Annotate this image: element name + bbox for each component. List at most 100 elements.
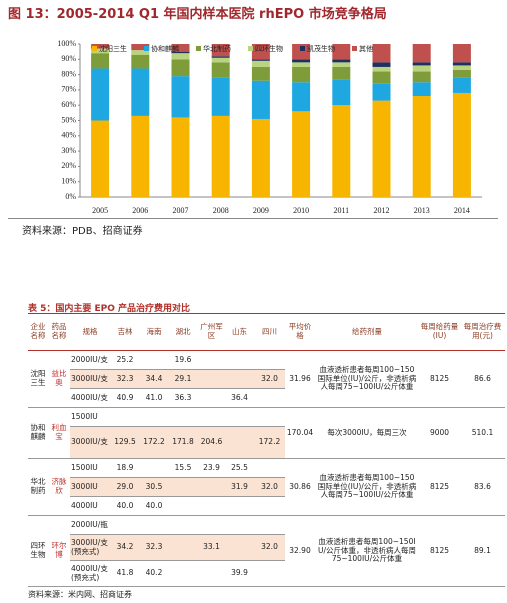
spec-cell: 3000IU/支 [70,369,110,389]
bar-segment [211,44,230,57]
price-cell: 33.1 [198,534,225,561]
bar-segment [292,111,311,197]
y-tick-label: 10% [61,177,76,186]
price-cell [198,477,225,497]
bar-segment [211,57,230,63]
price-cell [198,350,225,370]
bar-segment [91,53,110,69]
bar-segment [91,44,110,49]
bar-segment [251,44,270,60]
bar-segment [91,48,110,54]
header-cell: 山东 [225,313,254,351]
bar-segment [332,79,351,106]
price-cell: 29.1 [168,369,198,389]
bar-segment [171,44,190,52]
x-tick-label: 2006 [132,206,148,215]
price-cell [254,350,285,370]
bar-segment [251,59,270,61]
x-tick-label: 2007 [173,206,189,215]
bar-segment [171,117,190,197]
price-cell [198,407,225,427]
price-cell: 32.0 [254,369,285,389]
bar-segment [332,105,351,197]
bar-segment [332,62,351,67]
header-cell: 吉林 [110,313,140,351]
header-cell: 给药剂量 [315,313,419,351]
bar-segment [372,83,391,101]
price-cell: 172.2 [254,426,285,459]
spec-cell: 4000IU [70,496,110,516]
price-cell [168,534,198,561]
header-row: 企业名称 药品名称 规格 吉林 海南 湖北 广州军区 山东 四川 平均价格 给药剂量 每周给药量(IU… [28,313,505,351]
chart: 0% 10% 20% 30% 40% 50% 60% 70% 80% 90% 100% 2005 200… [57,39,482,215]
legend-label: 四环生物 [255,44,283,53]
price-cell: 204.6 [198,426,225,459]
price-cell [254,515,285,535]
header-cell: 湖北 [168,313,198,351]
price-cell [140,515,168,535]
price-cell [225,515,254,535]
weekly-cost-cell: 86.6 [460,350,505,408]
table-row: 4000IU/支 40.9 41.0 36.3 36.4 [28,388,505,408]
bar-segment [412,82,431,97]
table-row: 四环生物 环尔博 2000IU/瓶 32.90 血液透析患者每周100~150IU/公斤… [28,515,505,587]
price-cell [198,560,225,587]
bar-segment [332,66,351,80]
price-cell [254,560,285,587]
table-row: 4000IU/支(预充式) 41.8 40.2 39.9 [28,560,505,587]
price-cell: 32.3 [110,369,140,389]
drug-cell: 环尔博 [48,515,70,587]
header-cell: 广州军区 [198,313,225,351]
price-cell [225,496,254,516]
x-tick-label: 2012 [374,206,390,215]
bar-segment [372,66,391,72]
bar-segment [91,68,110,121]
bar-segment [412,65,431,72]
legend-swatch [92,46,97,51]
x-tick-label: 2008 [213,206,229,215]
dose-cell: 血液透析患者每周100~150国际单位(IU)/公斤，非透析病人每周75~100… [315,458,419,516]
price-cell [254,407,285,427]
price-cell [168,560,198,587]
price-cell: 40.9 [110,388,140,408]
price-cell [198,369,225,389]
y-tick-label: 20% [61,161,76,170]
weekly-dose-cell: 9000 [419,407,460,459]
price-cell [254,388,285,408]
legend-label: 凯茂生物 [307,44,335,53]
table-title: 表 5：国内主要 EPO 产品治疗费用对比 [28,304,191,314]
x-tick-label: 2010 [293,206,309,215]
bar-segment [251,66,270,81]
y-tick-label: 50% [61,115,76,124]
avg-cell: 170.04 [285,407,315,459]
bar-segment [211,62,230,78]
price-cell: 23.9 [198,458,225,478]
bar-segment [251,60,270,67]
weekly-dose-cell: 8125 [419,515,460,587]
y-tick-label: 0% [65,192,76,201]
y-tick-label: 70% [61,85,76,94]
price-cell [140,458,168,478]
price-cell: 36.4 [225,388,254,408]
weekly-cost-cell: 510.1 [460,407,505,459]
dose-cell: 血液透析患者每周100~150IU/公斤体重，非透析病人每周75~100IU/公… [315,515,419,587]
price-cell [225,534,254,561]
bar-segment [452,44,471,63]
bar-segment [131,115,150,197]
bar-segment [251,118,270,197]
table-row: 沈阳三生 益比奥 2000IU/支 25.2 19.6 31.96 血液透析患者每周100~… [28,350,505,408]
bar-segment [332,59,351,63]
bar-segment [452,77,471,93]
drug-cell: 济脉欣 [48,458,70,516]
weekly-dose-cell: 8125 [419,350,460,408]
table-row: 3000IU 29.0 30.5 31.9 32.0 [28,477,505,497]
price-cell: 32.0 [254,477,285,497]
avg-cell: 30.86 [285,458,315,516]
legend-swatch [248,46,253,51]
bar-segment [292,62,311,67]
legend-label: 协和麒麟 [151,44,179,53]
price-cell [168,477,198,497]
bar-segment [292,59,311,63]
table-row: 3000IU/支 32.3 34.4 29.1 32.0 [28,369,505,389]
price-cell: 31.9 [225,477,254,497]
